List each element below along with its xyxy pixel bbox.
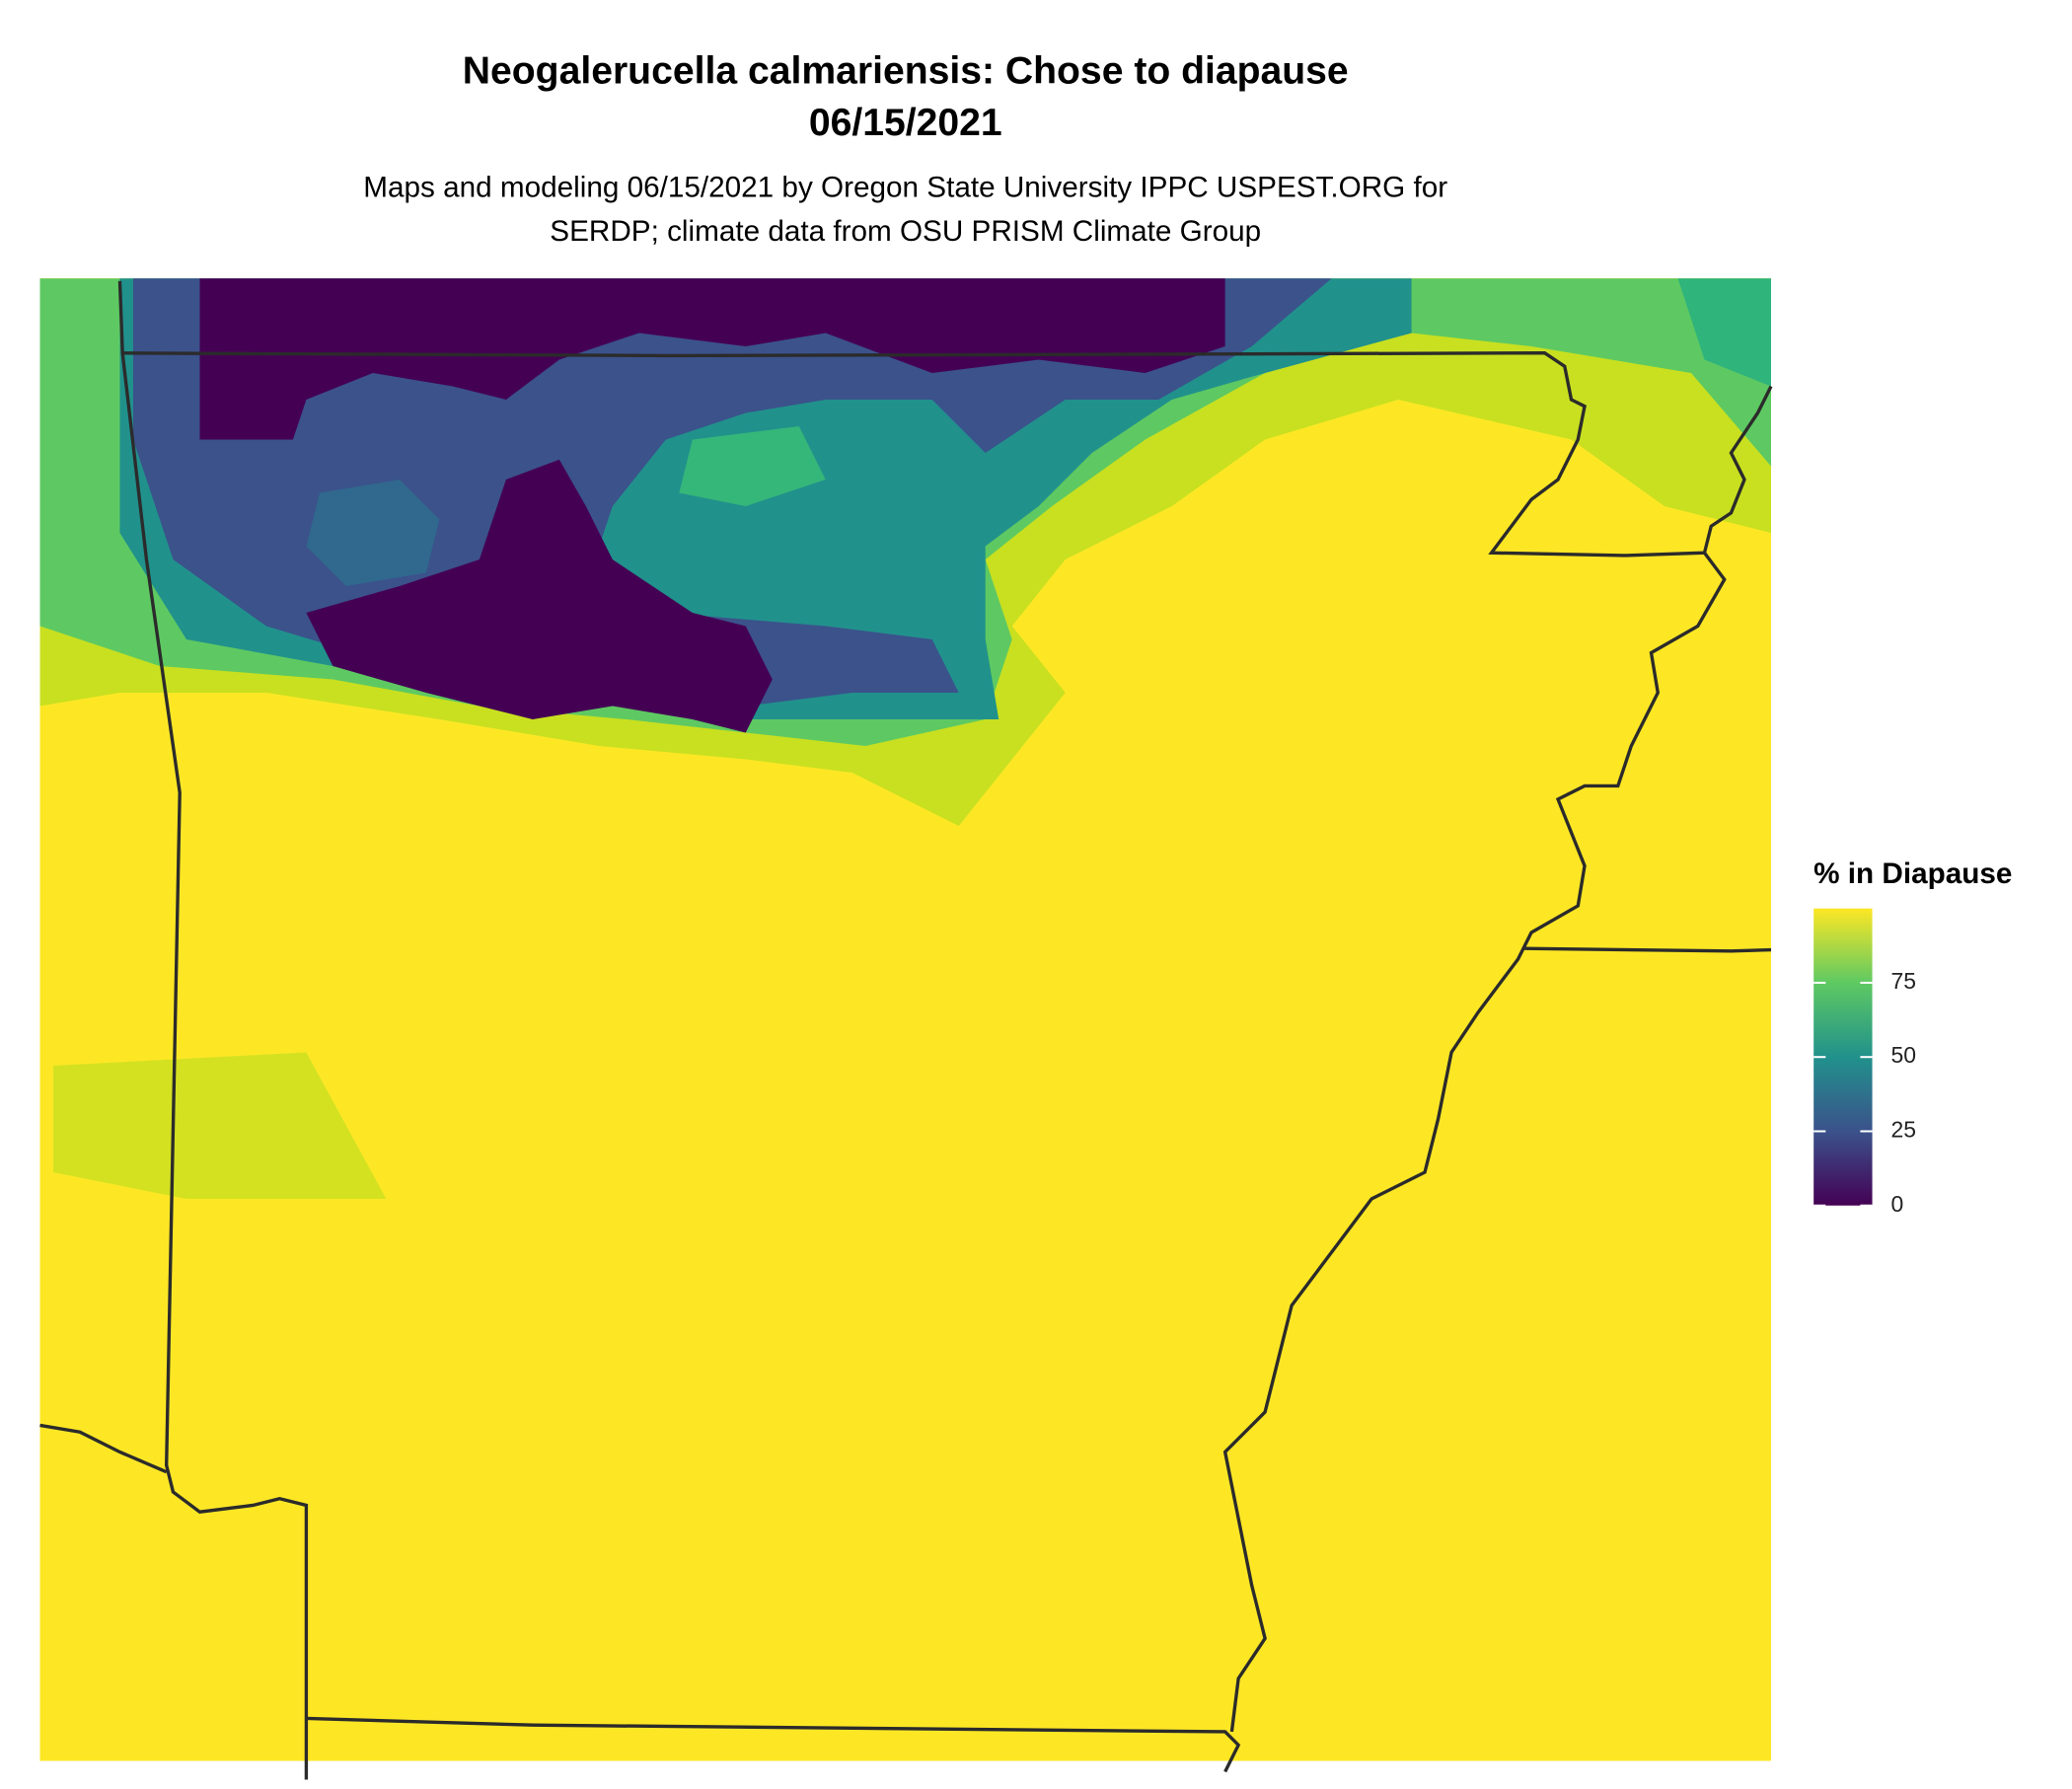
tick-label: 0 [1890,1191,1903,1217]
state-border [117,280,1773,558]
legend-title: % in Diapause [1813,857,2012,890]
map-title: Neogalerucella calmariensis: Chose to di… [463,50,1349,93]
state-border [1222,552,1727,1733]
map-date: 06/15/2021 [809,102,1002,144]
tick-label: 75 [1890,968,1916,994]
raster [39,278,1771,1761]
state-border [1524,946,1772,953]
subtitle: Maps and modeling 06/15/2021 by Oregon S… [363,172,1447,204]
state-border [306,1716,1241,1773]
legend-ticks: 0 25 50 75 [1813,968,1916,1217]
state-border [39,1423,168,1474]
tick-label: 50 [1890,1042,1916,1068]
subtitle: SERDP; climate data from OSU PRISM Clima… [550,215,1261,248]
state-border [120,352,309,1780]
tick-label: 25 [1890,1117,1916,1143]
